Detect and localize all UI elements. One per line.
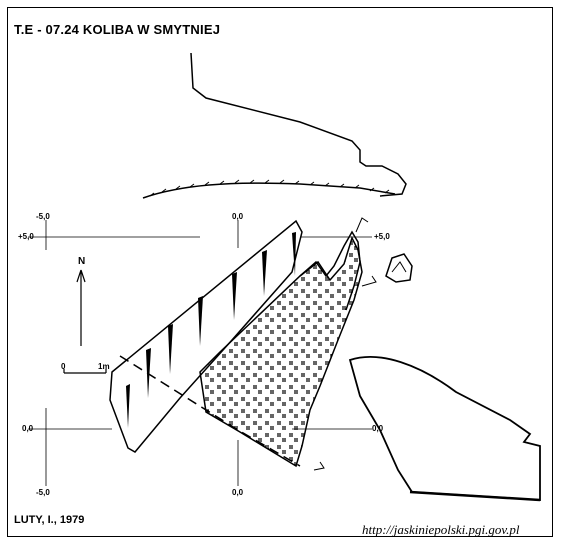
flow-arrows [313,217,377,471]
north-arrow [76,269,86,346]
boulder [385,253,413,283]
source-url-link[interactable]: http://jaskiniepolski.pgi.gov.pl [362,522,520,537]
grid-label-right-top-y: +5,0 [374,232,390,241]
grid-label-bottom-center-x: 0,0 [232,488,244,497]
entrance-pillar [299,230,361,311]
map-frame [7,7,553,537]
map-title: T.E - 07.24 KOLIBA W SMYTNIEJ [14,22,221,37]
grid-label-top-center-x: 0,0 [232,212,244,221]
profile-overhang-line [190,52,407,197]
grid-label-bottom-left-x: -5,0 [36,488,50,497]
profile-floor-line [142,182,396,199]
rock-block-base [409,490,541,502]
cave-floor-debris [199,235,363,468]
author-credit: LUTY, I., 1979 [14,514,85,526]
coordinate-grid [28,220,372,486]
overhang-wedges [126,232,296,428]
scale-bar [63,369,107,374]
grid-label-left-top-y: +5,0 [18,232,34,241]
north-label: N [78,256,86,267]
scale-start-label: 0 [61,362,66,371]
grid-label-right-zero-y: 0,0 [372,424,384,433]
rock-block [348,356,541,501]
scale-end-label: 1m [98,362,110,371]
grid-label-top-left-x: -5,0 [36,212,50,221]
grid-label-left-zero-y: 0,0 [22,424,34,433]
profile-floor-hatching [149,179,390,197]
